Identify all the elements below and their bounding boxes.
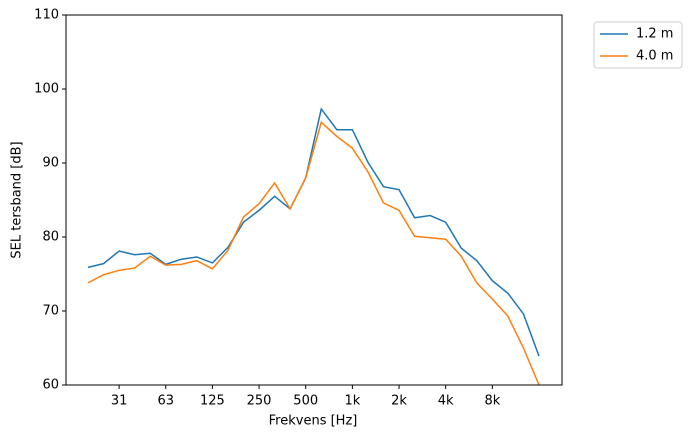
x-tick-label: 125: [200, 394, 225, 409]
y-tick-label: 100: [34, 82, 59, 97]
x-tick-label: 2k: [391, 394, 407, 409]
y-axis-label: SEL tersband [dB]: [10, 141, 25, 258]
x-tick-label: 500: [293, 394, 318, 409]
x-axis-label: Frekvens [Hz]: [269, 414, 358, 429]
x-tick-label: 8k: [484, 394, 500, 409]
legend-label: 1.2 m: [636, 27, 673, 42]
legend-label: 4.0 m: [636, 49, 673, 64]
y-tick-label: 70: [42, 304, 59, 319]
plot-frame: [65, 14, 563, 386]
x-tick-label: 1k: [344, 394, 360, 409]
x-tick-label: 250: [247, 394, 272, 409]
series-line: [87, 120, 540, 386]
y-tick-label: 80: [42, 230, 59, 245]
y-tick-label: 60: [42, 378, 59, 393]
y-tick-label: 90: [42, 156, 59, 171]
y-tick-label: 110: [34, 8, 59, 23]
x-tick-label: 63: [157, 394, 174, 409]
x-tick-label: 4k: [438, 394, 454, 409]
series-line: [87, 107, 540, 357]
x-tick-label: 31: [111, 394, 128, 409]
